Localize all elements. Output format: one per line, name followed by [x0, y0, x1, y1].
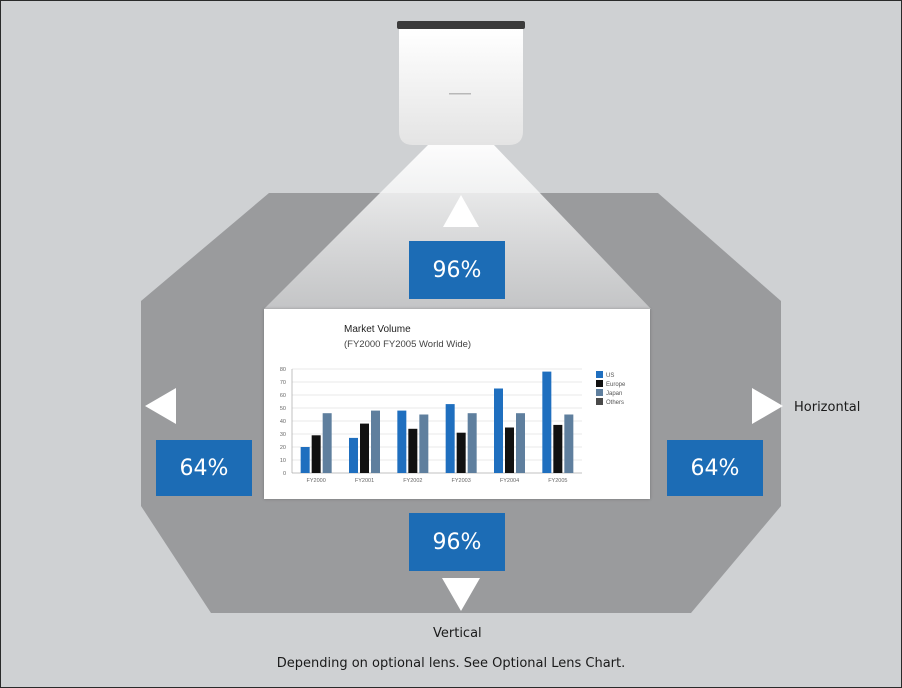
bar — [542, 371, 552, 473]
bar — [408, 428, 418, 473]
vertical-label: Vertical — [433, 626, 482, 641]
y-tick-label: 40 — [280, 419, 286, 425]
x-tick-label: FY2005 — [548, 478, 567, 484]
x-tick-label: FY2001 — [355, 478, 374, 484]
footnote: Depending on optional lens. See Optional… — [276, 656, 626, 671]
bar — [445, 404, 455, 473]
bar — [322, 413, 332, 473]
bar — [360, 423, 369, 473]
arrow-right-icon — [752, 388, 783, 424]
projector-icon — [397, 21, 525, 145]
vertical-down-shift-value: 96% — [409, 513, 505, 571]
chart-subtitle: (FY2000 FY2005 World Wide) — [344, 339, 471, 350]
y-tick-label: 70 — [280, 380, 286, 386]
y-tick-label: 10 — [280, 458, 286, 464]
chart-title: Market Volume — [344, 324, 411, 335]
bar — [505, 427, 514, 473]
arrow-up-icon — [443, 195, 479, 227]
y-tick-label: 20 — [280, 445, 286, 451]
x-tick-label: FY2002 — [403, 478, 422, 484]
y-tick-label: 60 — [280, 393, 286, 399]
legend-swatch — [596, 380, 603, 387]
legend-label: Others — [606, 400, 624, 406]
market-volume-chart: Market Volume (FY2000 FY2005 World Wide)… — [280, 324, 626, 484]
x-tick-label: FY2000 — [307, 478, 326, 484]
bar — [300, 447, 310, 473]
bar — [516, 413, 525, 473]
bar — [349, 437, 358, 473]
horizontal-left-shift-value: 64% — [156, 440, 252, 496]
y-tick-label: 80 — [280, 367, 286, 373]
legend-swatch — [596, 371, 603, 378]
bar — [467, 413, 477, 473]
x-tick-label: FY2004 — [500, 478, 519, 484]
y-tick-label: 30 — [280, 432, 286, 438]
arrow-down-icon — [442, 578, 480, 611]
bar — [371, 410, 380, 473]
bar — [311, 435, 321, 473]
bar — [553, 424, 563, 473]
projected-screen: Market Volume (FY2000 FY2005 World Wide)… — [264, 309, 650, 499]
vertical-up-shift-value: 96% — [409, 241, 505, 299]
horizontal-right-shift-value: 64% — [667, 440, 763, 496]
bar — [494, 388, 503, 473]
bar — [456, 432, 466, 473]
legend-label: US — [606, 373, 614, 379]
y-tick-label: 0 — [283, 471, 286, 477]
bar — [419, 414, 429, 473]
bar — [564, 414, 574, 473]
arrow-left-icon — [145, 388, 176, 424]
legend-label: Japan — [606, 391, 622, 397]
legend-swatch — [596, 398, 603, 405]
horizontal-label: Horizontal — [794, 400, 861, 415]
y-tick-label: 50 — [280, 406, 286, 412]
legend-swatch — [596, 389, 603, 396]
legend-label: Europe — [606, 382, 626, 388]
bar — [397, 410, 407, 473]
x-tick-label: FY2003 — [452, 478, 471, 484]
